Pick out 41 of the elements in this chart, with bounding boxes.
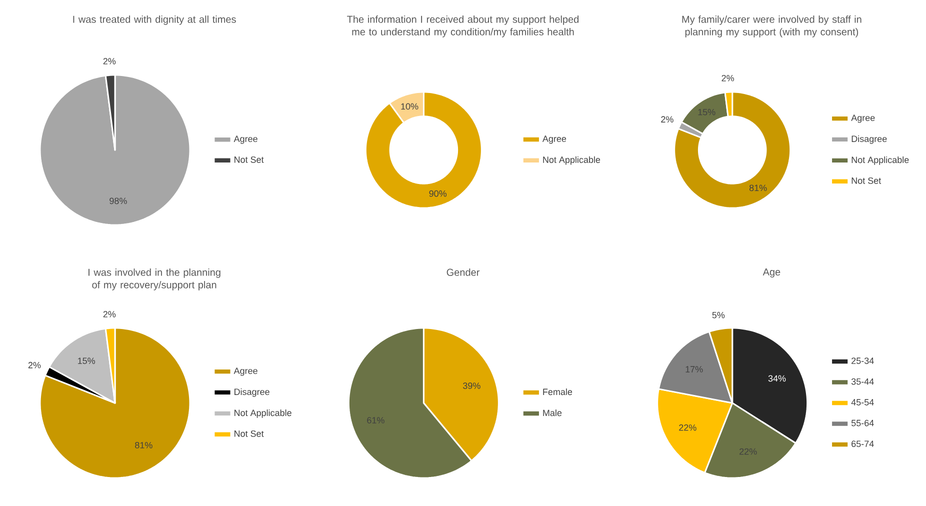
data-label: 2% bbox=[103, 311, 116, 318]
data-label: 2% bbox=[722, 74, 734, 82]
legend-label: Not Set bbox=[234, 430, 264, 437]
data-label: 10% bbox=[401, 103, 418, 110]
legend-label: Agree bbox=[851, 114, 875, 123]
data-label: 22% bbox=[679, 424, 696, 431]
data-label: 98% bbox=[110, 198, 127, 204]
legend-label: Disagree bbox=[852, 135, 887, 144]
data-label: 15% bbox=[78, 358, 96, 364]
data-label: 2% bbox=[28, 362, 41, 368]
legend-label: 45-54 bbox=[851, 399, 874, 406]
legend-label: Not Set bbox=[234, 156, 264, 163]
legend-label: Not Set bbox=[852, 177, 882, 184]
legend-label: Female bbox=[543, 388, 572, 396]
legend-label: Not Applicable bbox=[234, 409, 292, 418]
legend-label: 65-74 bbox=[852, 440, 874, 448]
chart-title: Age bbox=[762, 268, 780, 278]
data-label: 34% bbox=[768, 375, 786, 382]
legend-label: Not Applicable bbox=[543, 156, 600, 165]
data-label: 2% bbox=[661, 116, 674, 122]
legend-label: Male bbox=[543, 409, 562, 416]
legend-label: Agree bbox=[234, 136, 258, 144]
chart-title: Gender bbox=[446, 268, 480, 276]
legend-label: Not Applicable bbox=[852, 156, 909, 165]
legend-label: 35-44 bbox=[851, 378, 874, 385]
data-label: 17% bbox=[686, 366, 703, 372]
data-label: 81% bbox=[749, 184, 767, 192]
data-label: 39% bbox=[462, 382, 480, 389]
data-label: 81% bbox=[135, 442, 152, 448]
legend-label: Agree bbox=[234, 368, 258, 376]
data-label: 5% bbox=[712, 312, 725, 318]
chart-title: My family/carer were involved by staff in planning my support (with my consent) bbox=[682, 16, 862, 38]
data-label: 90% bbox=[429, 190, 447, 197]
legend-label: Agree bbox=[542, 136, 566, 144]
data-label: 2% bbox=[103, 58, 116, 64]
chart-title: I was treated with dignity at all times bbox=[73, 16, 236, 25]
legend-label: 25-34 bbox=[852, 358, 874, 364]
legend-label: Disagree bbox=[234, 388, 270, 397]
chart-title: The information I received about my support helped me to understand my condition/my families health bbox=[347, 16, 579, 38]
chart-title: I was involved in the planning of my recovery/support plan bbox=[88, 268, 220, 290]
legend-label: 55-64 bbox=[851, 420, 874, 426]
